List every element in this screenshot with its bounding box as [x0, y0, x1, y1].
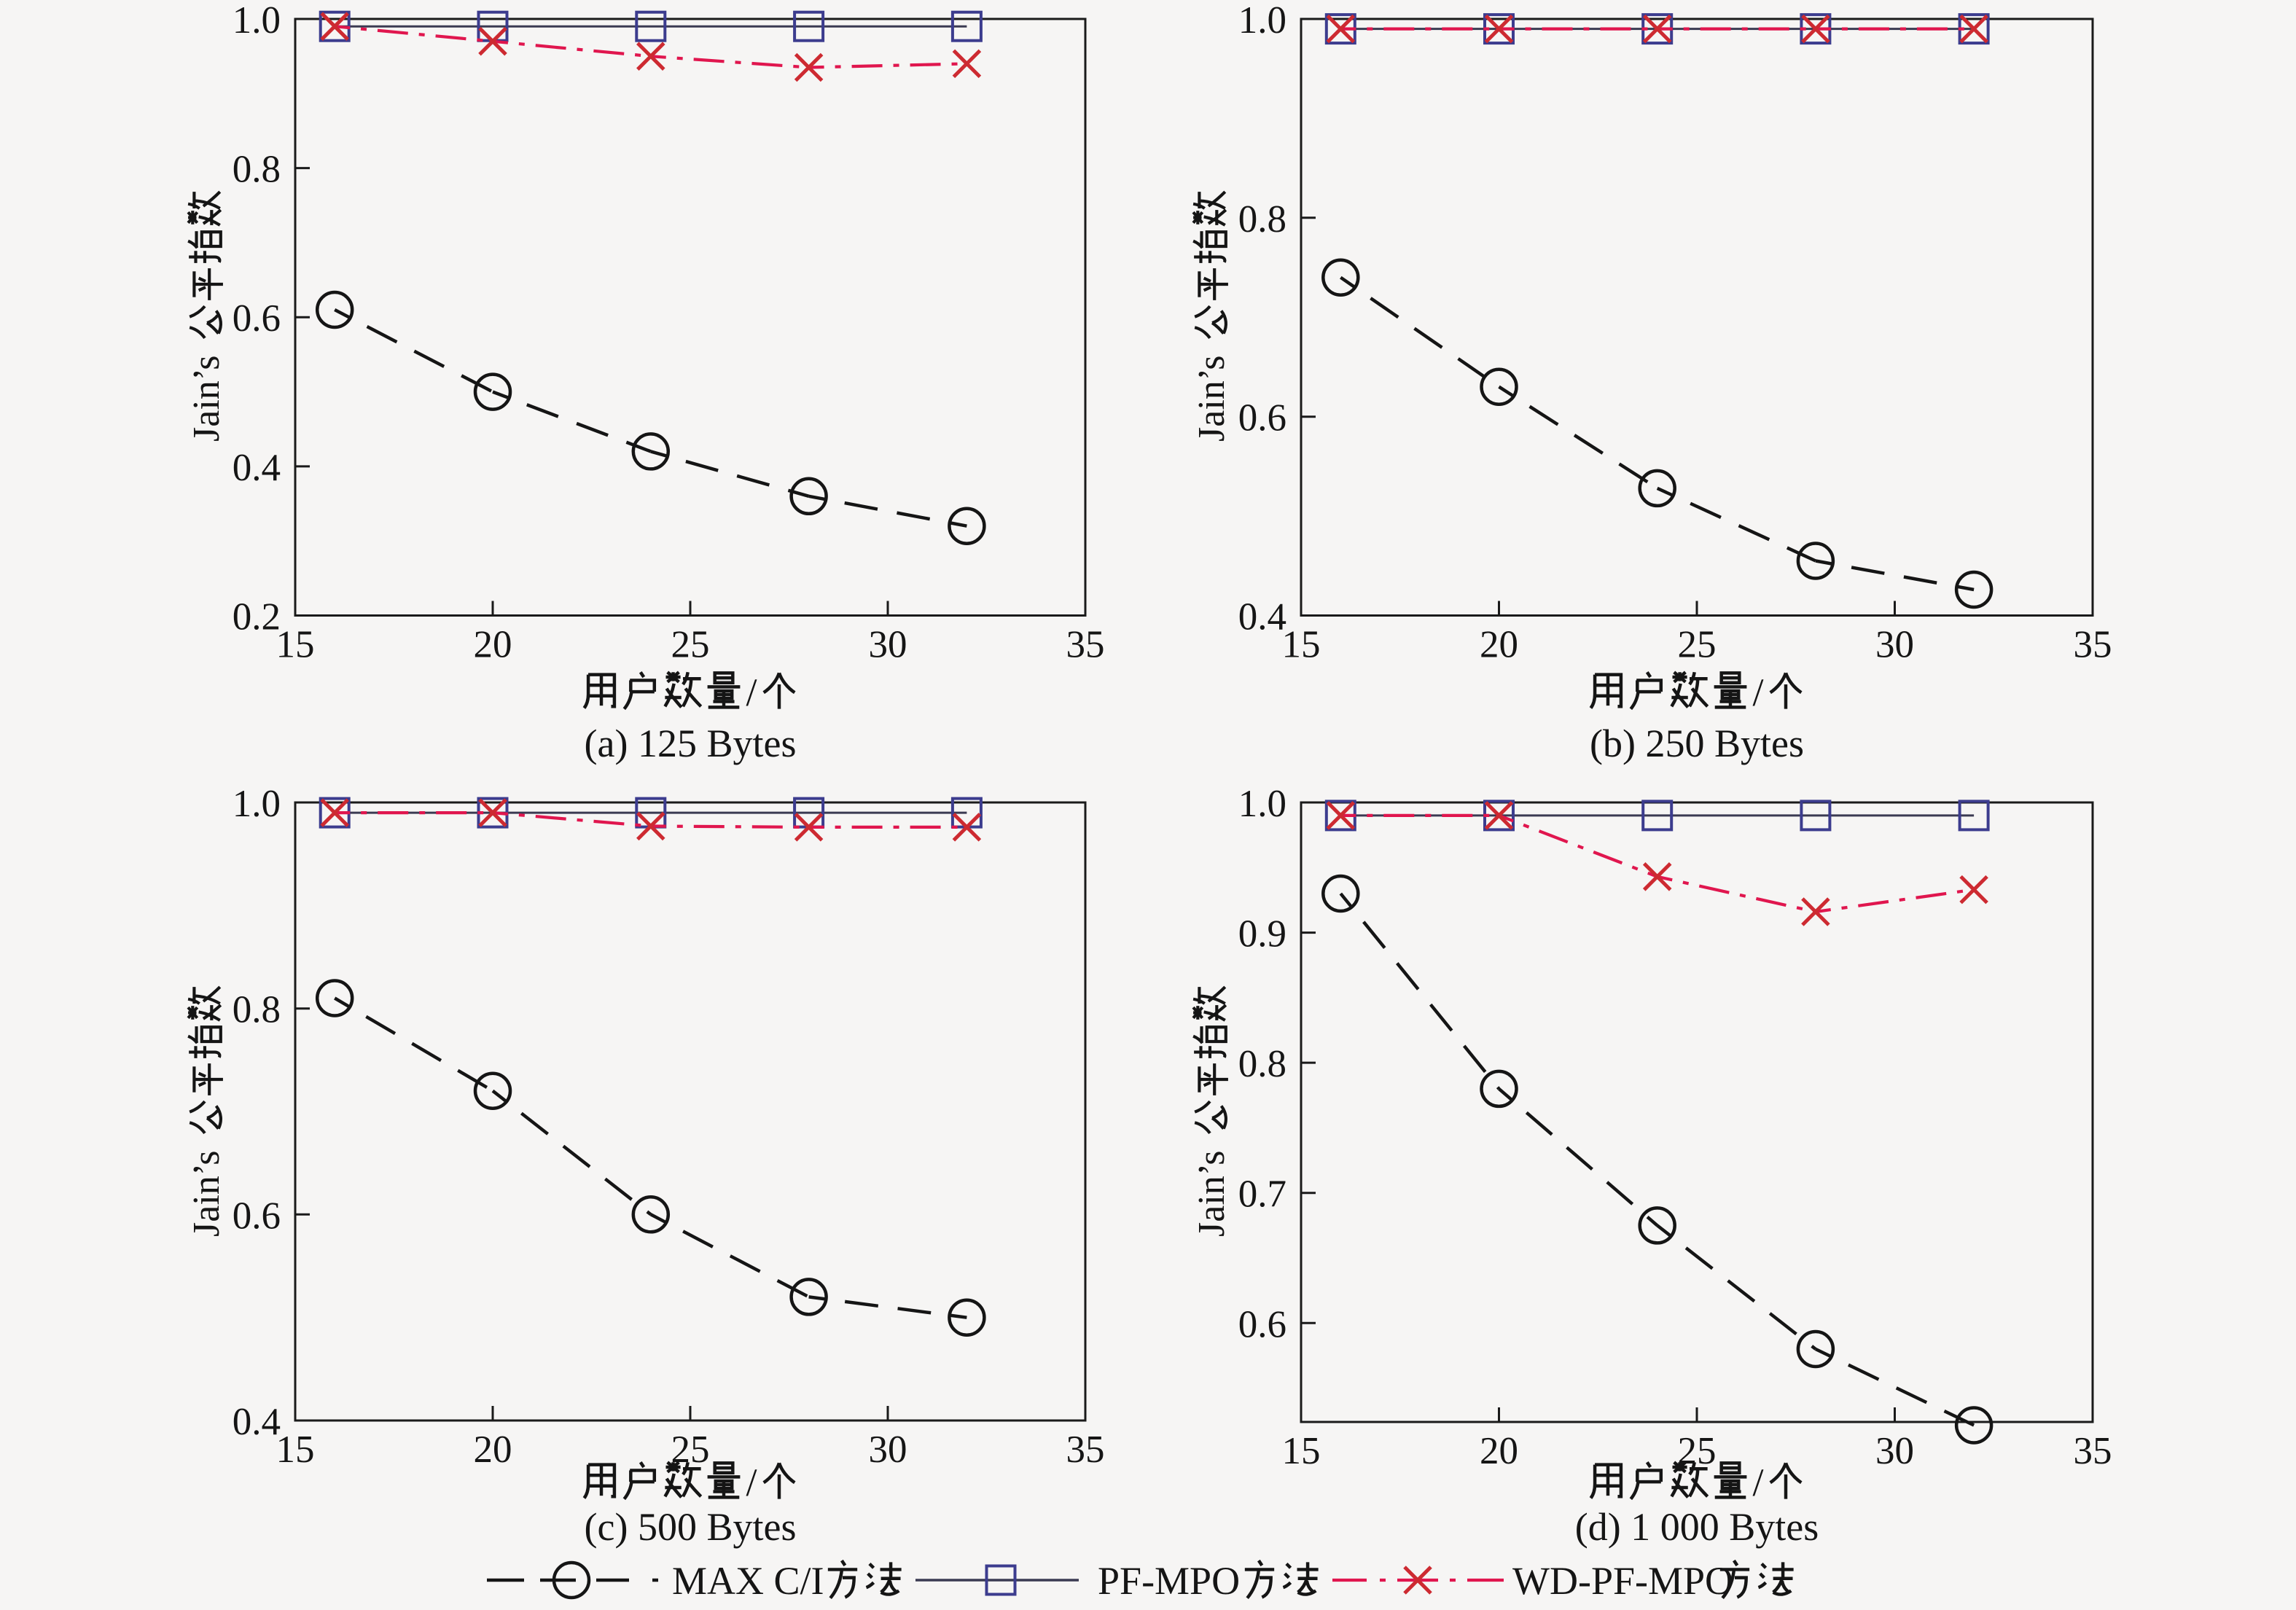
svg-text:1.0: 1.0 — [233, 0, 281, 42]
svg-text:MAX C/I: MAX C/I — [672, 1559, 824, 1603]
svg-text:20: 20 — [474, 1429, 512, 1471]
svg-text:0.6: 0.6 — [1238, 1303, 1286, 1345]
svg-text:0.6: 0.6 — [233, 297, 281, 340]
svg-text:0.6: 0.6 — [233, 1195, 281, 1237]
svg-text:15: 15 — [276, 1429, 315, 1471]
svg-text:1.0: 1.0 — [1238, 0, 1286, 42]
svg-text:WD-PF-MPO: WD-PF-MPO — [1512, 1559, 1733, 1603]
svg-text:0.7: 0.7 — [1238, 1173, 1286, 1216]
svg-text:35: 35 — [2074, 624, 2112, 666]
svg-text:20: 20 — [1480, 1430, 1518, 1472]
svg-text:Jain’s: Jain’s — [1191, 1151, 1233, 1237]
svg-text:Jain’s: Jain’s — [186, 1151, 227, 1237]
svg-text:25: 25 — [1678, 624, 1717, 666]
svg-text:Jain’s: Jain’s — [186, 356, 227, 442]
svg-text:20: 20 — [474, 624, 512, 666]
svg-text:/: / — [746, 1461, 757, 1504]
svg-text:20: 20 — [1480, 624, 1518, 666]
svg-text:0.4: 0.4 — [1238, 596, 1286, 638]
svg-text:25: 25 — [671, 624, 710, 666]
svg-text:30: 30 — [1875, 624, 1914, 666]
svg-text:0.2: 0.2 — [233, 596, 281, 638]
svg-text:35: 35 — [2074, 1430, 2112, 1472]
svg-text:(a) 125 Bytes: (a) 125 Bytes — [585, 722, 797, 765]
svg-text:30: 30 — [869, 1429, 907, 1471]
svg-text:0.8: 0.8 — [1238, 1043, 1286, 1085]
svg-text:1.0: 1.0 — [233, 783, 281, 825]
svg-text:(b) 250 Bytes: (b) 250 Bytes — [1590, 722, 1804, 765]
svg-text:0.4: 0.4 — [233, 447, 281, 489]
svg-text:30: 30 — [1875, 1430, 1914, 1472]
svg-text:(d) 1 000 Bytes: (d) 1 000 Bytes — [1575, 1505, 1819, 1549]
svg-text:0.9: 0.9 — [1238, 913, 1286, 956]
svg-text:0.8: 0.8 — [233, 149, 281, 191]
svg-text:/: / — [746, 671, 757, 714]
svg-text:15: 15 — [276, 624, 315, 666]
svg-text:35: 35 — [1066, 624, 1105, 666]
svg-text:15: 15 — [1282, 624, 1321, 666]
svg-text:1.0: 1.0 — [1238, 783, 1286, 825]
svg-text:30: 30 — [869, 624, 907, 666]
svg-text:/: / — [1752, 1461, 1763, 1504]
svg-text:PF-MPO: PF-MPO — [1098, 1559, 1240, 1603]
svg-text:Jain’s: Jain’s — [1191, 356, 1233, 442]
svg-text:(c) 500 Bytes: (c) 500 Bytes — [585, 1505, 797, 1549]
svg-text:0.8: 0.8 — [1238, 198, 1286, 241]
svg-text:35: 35 — [1066, 1429, 1105, 1471]
svg-text:0.8: 0.8 — [233, 989, 281, 1031]
svg-text:0.4: 0.4 — [233, 1401, 281, 1443]
svg-text:15: 15 — [1282, 1430, 1321, 1472]
svg-text:0.6: 0.6 — [1238, 397, 1286, 439]
svg-text:/: / — [1752, 671, 1763, 714]
